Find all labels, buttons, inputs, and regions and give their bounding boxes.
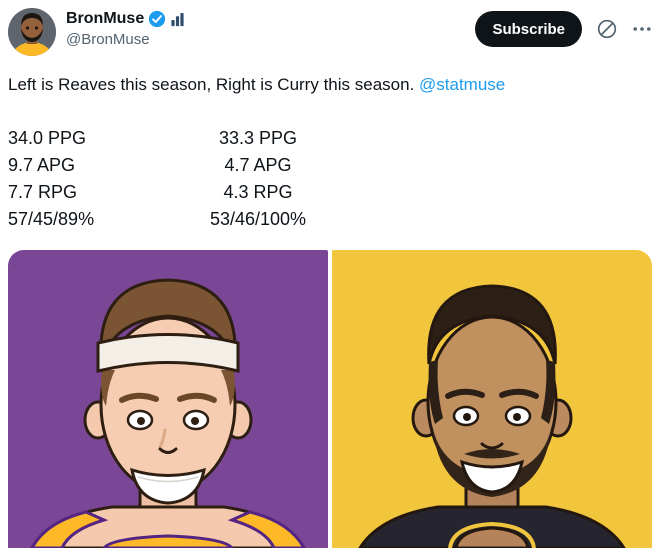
stat-right-shooting: 53/46/100% — [209, 209, 307, 229]
tweet-text: Left is Reaves this season, Right is Cur… — [8, 73, 652, 97]
header-actions: Subscribe — [475, 8, 652, 47]
stat-row-rpg: 7.7 RPG 4.3 RPG — [8, 179, 652, 206]
stat-right-apg: 4.7 APG — [224, 155, 292, 175]
verified-badge-icon — [148, 10, 166, 28]
stat-row-ppg: 34.0 PPG 33.3 PPG — [8, 125, 652, 152]
stat-row-shooting: 57/45/89% 53/46/100% — [8, 206, 652, 233]
avatar[interactable] — [8, 8, 56, 56]
tweet-text-main: Left is Reaves this season, Right is Cur… — [8, 75, 420, 94]
image-right-curry[interactable] — [332, 250, 652, 548]
grok-icon[interactable] — [596, 18, 618, 40]
stat-row-apg: 9.7 APG 4.7 APG — [8, 152, 652, 179]
mention-link[interactable]: @statmuse — [419, 75, 506, 94]
display-name[interactable]: BronMuse — [66, 10, 145, 27]
stat-right-rpg: 4.3 RPG — [223, 182, 293, 202]
tweet-header: BronMuse @BronMuse Subscr — [8, 8, 652, 56]
curry-illustration — [332, 250, 652, 548]
user-names: BronMuse @BronMuse — [66, 8, 475, 48]
reaves-illustration — [8, 250, 328, 548]
stats-block: 34.0 PPG 33.3 PPG 9.7 APG 4.7 APG 7.7 RP… — [8, 125, 652, 233]
stat-left-rpg: 7.7 RPG — [8, 182, 78, 202]
user-handle[interactable]: @BronMuse — [66, 31, 150, 48]
image-left-reaves[interactable] — [8, 250, 328, 548]
avatar-illustration — [8, 8, 56, 56]
subscribe-button[interactable]: Subscribe — [475, 11, 582, 47]
image-grid — [8, 250, 652, 548]
stat-left-ppg: 34.0 PPG — [8, 128, 87, 148]
name-row: BronMuse — [66, 10, 475, 28]
stat-right-ppg: 33.3 PPG — [218, 128, 298, 148]
more-icon[interactable] — [632, 19, 652, 39]
stat-left-shooting: 57/45/89% — [8, 209, 95, 229]
bar-chart-icon — [170, 12, 185, 27]
stat-left-apg: 9.7 APG — [8, 155, 76, 175]
